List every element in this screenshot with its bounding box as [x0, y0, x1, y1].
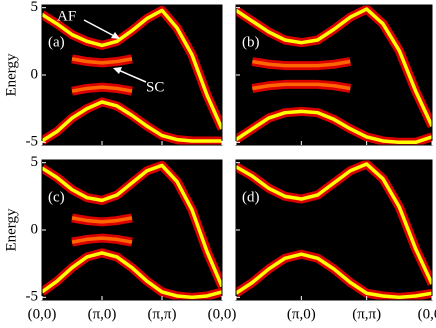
annotation-arrow — [83, 19, 119, 39]
plot-area — [42, 5, 222, 145]
x-tick-label: (π,π) — [148, 306, 177, 322]
arrowhead — [111, 32, 120, 39]
band — [252, 59, 351, 68]
x-tick-label: (0,0) — [208, 306, 237, 322]
band — [42, 8, 222, 130]
band — [236, 7, 432, 127]
x-tick-label: (π,0) — [287, 306, 316, 322]
y-tick-label: 5 — [31, 0, 39, 15]
panel-label: (c) — [48, 189, 65, 205]
band — [71, 85, 133, 93]
plot-area — [236, 160, 432, 300]
band — [236, 162, 432, 285]
y-tick-label: 0 — [31, 66, 39, 82]
band — [236, 109, 432, 145]
y-tick-label: -5 — [26, 289, 39, 305]
panel-label: (d) — [242, 189, 260, 205]
annotation: AF — [57, 8, 76, 24]
band — [252, 82, 351, 91]
y-tick-label: -5 — [26, 134, 39, 150]
x-tick-label: (π,π) — [352, 306, 381, 322]
y-tick-label: 5 — [31, 154, 39, 170]
panel-label: (a) — [48, 34, 65, 50]
band — [42, 163, 222, 288]
band — [71, 57, 133, 65]
y-axis-label: Energy — [3, 53, 19, 97]
annotation-arrow — [115, 68, 147, 83]
annotation: SC — [146, 79, 164, 95]
x-tick-label: (0,0) — [28, 306, 57, 322]
arrowhead — [113, 67, 122, 74]
plot-area — [42, 160, 222, 300]
band — [71, 236, 133, 244]
band — [236, 252, 432, 300]
plot-area — [236, 5, 432, 145]
band — [71, 216, 133, 224]
band — [42, 100, 222, 143]
band — [42, 251, 222, 300]
panel-label: (b) — [242, 34, 260, 50]
y-tick-label: 0 — [31, 221, 39, 237]
y-axis-label: Energy — [3, 208, 19, 252]
x-tick-label: (0,0) — [418, 306, 436, 322]
x-tick-label: (π,0) — [88, 306, 117, 322]
